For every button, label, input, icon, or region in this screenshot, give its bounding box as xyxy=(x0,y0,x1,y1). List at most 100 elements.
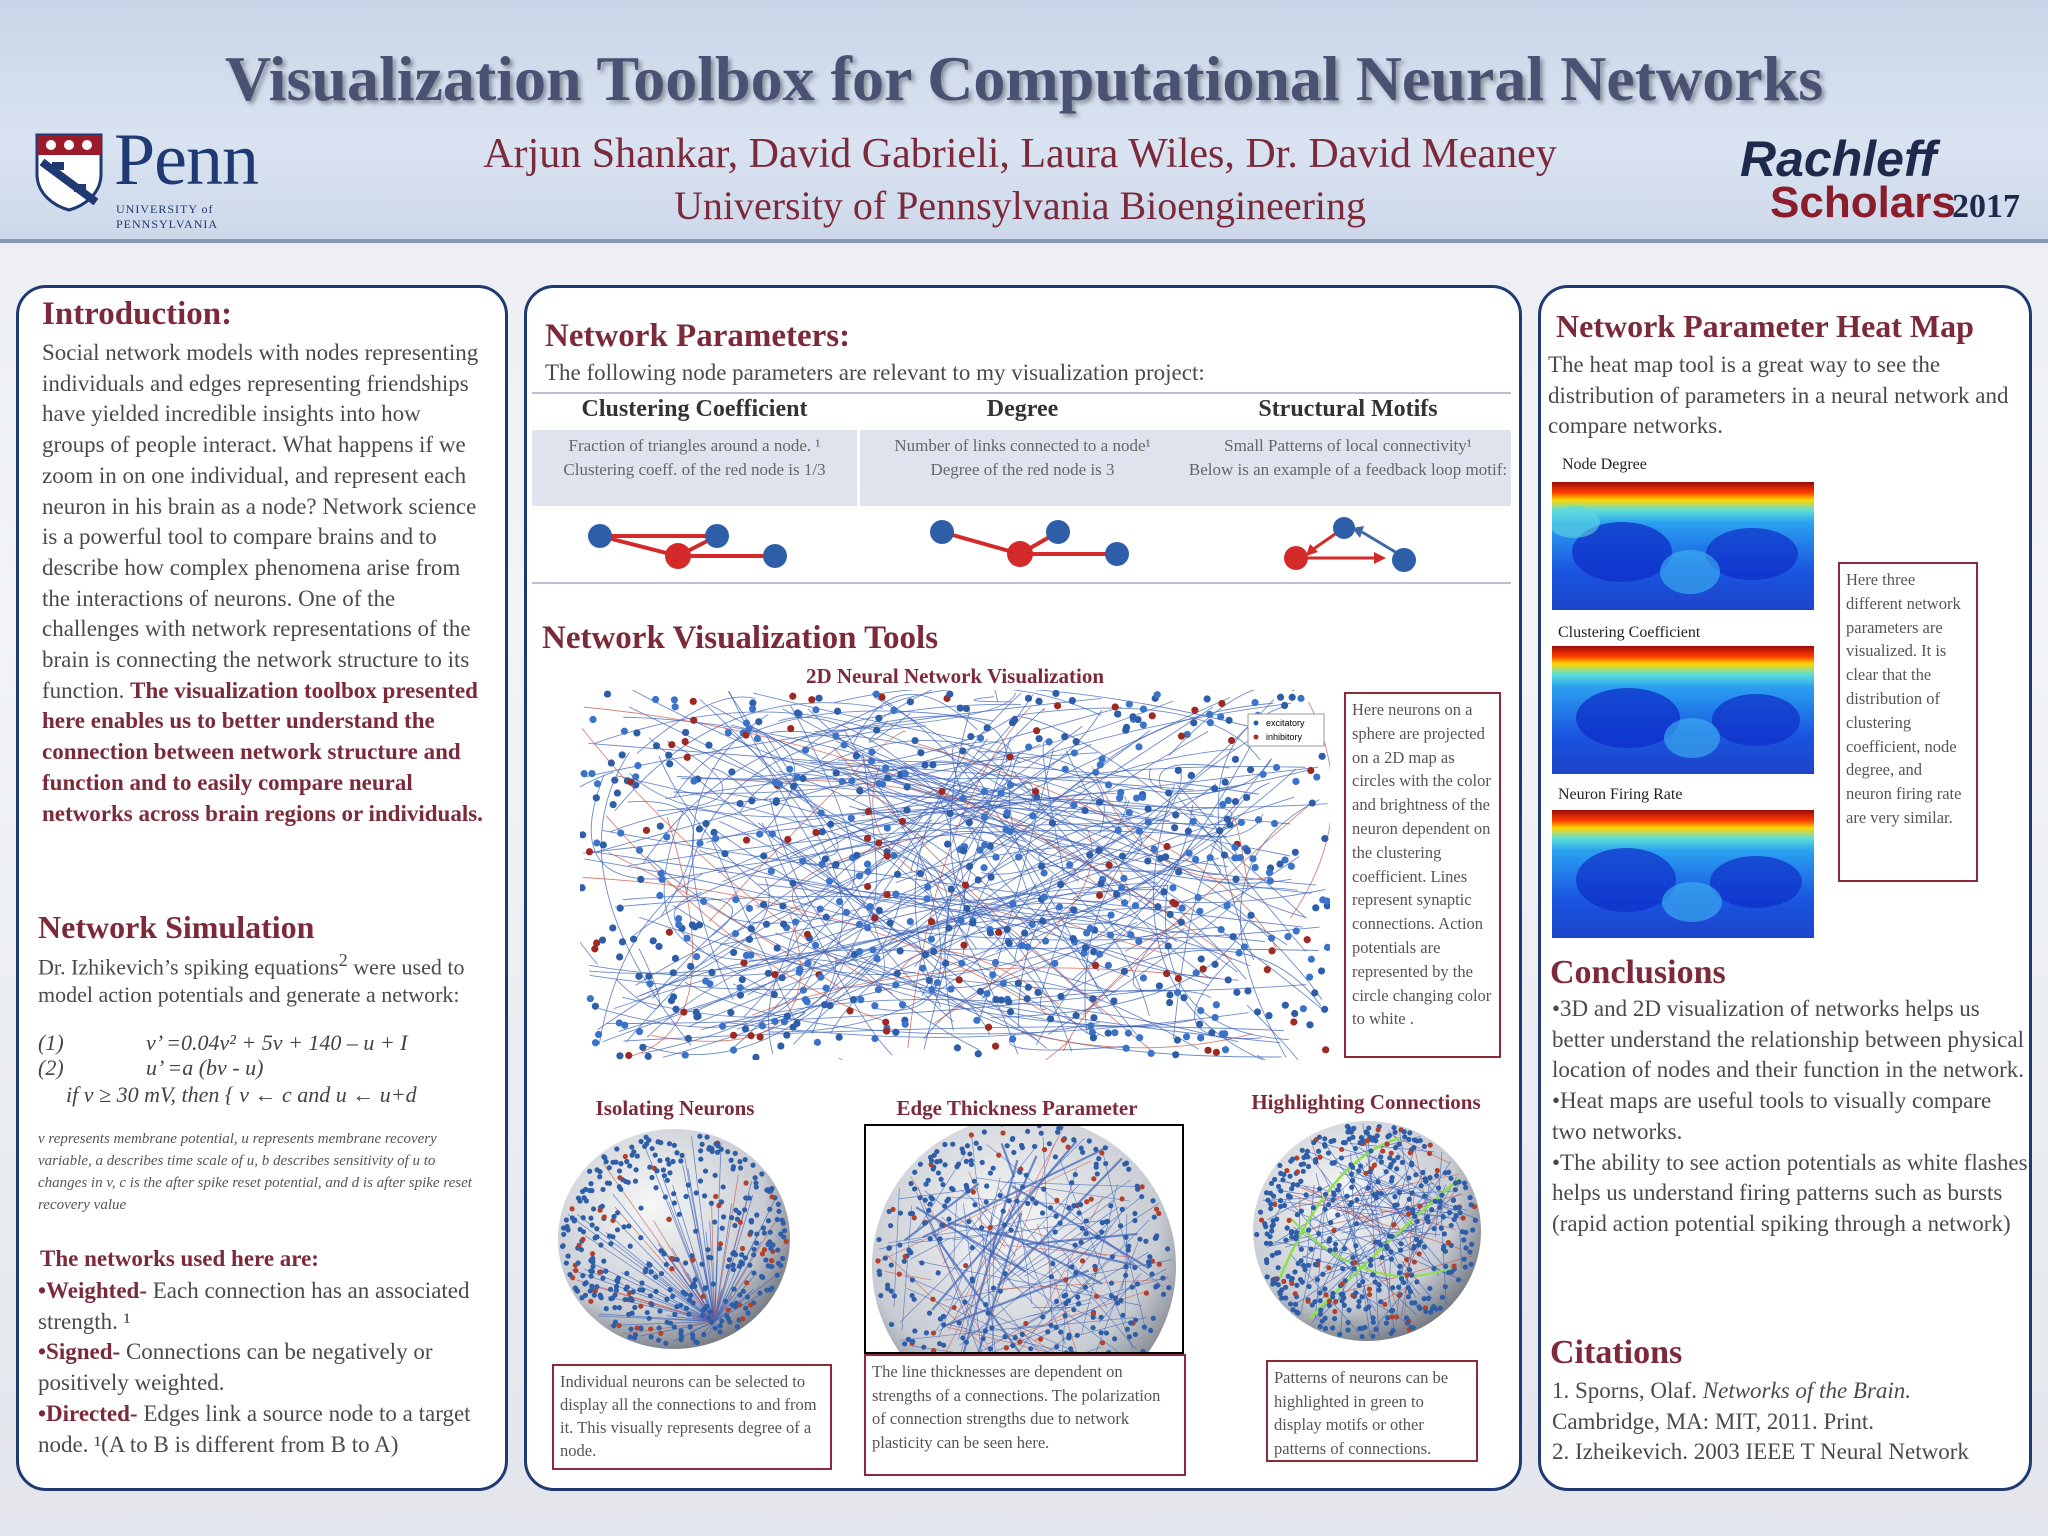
sphere-neuron xyxy=(1405,1285,1411,1291)
sphere-neuron xyxy=(1077,1202,1084,1208)
map-edge xyxy=(782,708,1130,828)
map-neuron xyxy=(869,946,877,954)
map-neuron xyxy=(635,972,643,980)
sphere-neuron xyxy=(743,1180,749,1186)
sphere-neuron xyxy=(1141,1324,1148,1330)
sphere-neuron xyxy=(908,1250,914,1256)
map-neuron xyxy=(921,951,930,959)
sphere-neuron xyxy=(647,1164,653,1170)
sphere-neuron xyxy=(922,1220,928,1226)
sphere-neuron xyxy=(608,1241,614,1247)
sphere-neuron xyxy=(1277,1203,1284,1210)
map-neuron xyxy=(1276,860,1284,868)
map-neuron xyxy=(898,1001,907,1009)
map-neuron xyxy=(1292,777,1300,786)
sphere-neuron xyxy=(1455,1277,1462,1283)
sphere-edge xyxy=(1017,1206,1119,1277)
sphere-neuron xyxy=(1398,1276,1405,1282)
params-top-rule xyxy=(532,392,1511,394)
sphere-neuron xyxy=(1048,1322,1054,1328)
map-edge xyxy=(710,839,796,1021)
sphere-neuron xyxy=(769,1194,775,1200)
sphere-neuron xyxy=(1437,1199,1443,1205)
sphere-neuron xyxy=(1427,1150,1433,1157)
sphere-neuron xyxy=(1427,1285,1433,1292)
map-neuron xyxy=(903,783,911,791)
sphere-edge xyxy=(672,1184,715,1322)
sphere-neuron xyxy=(716,1245,723,1252)
sphere-neuron xyxy=(1340,1266,1346,1272)
sphere-neuron xyxy=(979,1225,985,1231)
sphere-edge xyxy=(567,1214,715,1322)
sphere-neuron xyxy=(1328,1138,1334,1145)
heat-label-firing: Neuron Firing Rate xyxy=(1558,786,1683,803)
map-neuron xyxy=(775,780,784,788)
networks-heading: The networks used here are: xyxy=(40,1246,319,1271)
sphere-neuron xyxy=(1411,1137,1418,1143)
map-neuron xyxy=(1144,805,1152,813)
map-neuron xyxy=(925,976,934,985)
sphere-neuron xyxy=(1267,1190,1274,1196)
sphere-neuron xyxy=(1411,1243,1417,1250)
sphere-neuron xyxy=(1143,1238,1149,1244)
sphere-neuron xyxy=(754,1212,760,1218)
sphere-neuron xyxy=(1326,1201,1332,1208)
sphere-edge xyxy=(948,1324,1068,1352)
sphere-neuron xyxy=(1294,1309,1300,1315)
sphere-edge xyxy=(1018,1206,1127,1352)
map-edge xyxy=(981,980,1199,1050)
map-neuron xyxy=(645,972,653,980)
map-neuron xyxy=(1178,904,1186,912)
map-neuron xyxy=(1033,727,1041,735)
citation-1-cont: Cambridge, MA: MIT, 2011. Print. xyxy=(1552,1408,1874,1434)
sphere-neuron xyxy=(1017,1169,1023,1175)
sphere-neuron xyxy=(1404,1272,1410,1278)
sphere-neuron xyxy=(1126,1243,1132,1249)
sphere-neuron xyxy=(580,1215,586,1221)
sphere-neuron xyxy=(1345,1327,1351,1333)
map-neuron xyxy=(1122,1044,1130,1052)
sphere-neuron xyxy=(1268,1180,1275,1187)
sphere-neuron xyxy=(671,1191,677,1197)
map-neuron xyxy=(1224,976,1232,984)
sphere-neuron xyxy=(1098,1330,1104,1336)
sphere-neuron xyxy=(734,1324,740,1330)
sphere-neuron xyxy=(1356,1303,1362,1310)
sphere-neuron xyxy=(1404,1320,1411,1326)
map-neuron xyxy=(1115,794,1124,802)
map-neuron xyxy=(1131,902,1140,910)
legend-exc-label: excitatory xyxy=(1266,718,1305,728)
sphere-edge xyxy=(1402,1176,1457,1277)
sphere-neuron xyxy=(1463,1184,1469,1191)
sphere-neuron xyxy=(1388,1150,1394,1156)
sphere-neuron xyxy=(624,1158,630,1165)
map-neuron xyxy=(1051,959,1059,968)
map-neuron xyxy=(637,875,645,883)
map-neuron xyxy=(667,996,676,1005)
map-neuron xyxy=(959,795,967,803)
sphere-neuron xyxy=(751,1270,757,1276)
sphere-neuron xyxy=(905,1336,912,1342)
sphere-neuron xyxy=(1359,1325,1365,1331)
sphere-neuron xyxy=(1423,1309,1429,1315)
sphere-neuron xyxy=(1004,1143,1010,1149)
map-edge xyxy=(706,811,1118,865)
sphere-neuron xyxy=(1063,1292,1069,1298)
sphere-neuron xyxy=(781,1228,788,1234)
map-neuron xyxy=(821,1001,829,1009)
sphere-neuron xyxy=(1434,1167,1440,1174)
map-neuron xyxy=(1148,712,1156,720)
sphere-neuron xyxy=(1396,1141,1402,1147)
sphere-neuron xyxy=(1463,1245,1469,1251)
map-neuron xyxy=(1035,735,1043,743)
sphere-neuron xyxy=(1306,1227,1312,1233)
sphere-neuron xyxy=(1459,1229,1466,1235)
sphere-neuron xyxy=(1406,1175,1412,1181)
map-legend xyxy=(1247,713,1325,747)
eq2-num: (2) xyxy=(38,1055,64,1080)
sphere-edge xyxy=(714,1293,763,1322)
sphere-neuron xyxy=(1123,1234,1129,1240)
eq3: if v ≥ 30 mV, then { v ← c and u ← u+d xyxy=(66,1082,417,1107)
map-neuron xyxy=(621,1021,629,1029)
sphere-neuron xyxy=(1398,1241,1404,1247)
